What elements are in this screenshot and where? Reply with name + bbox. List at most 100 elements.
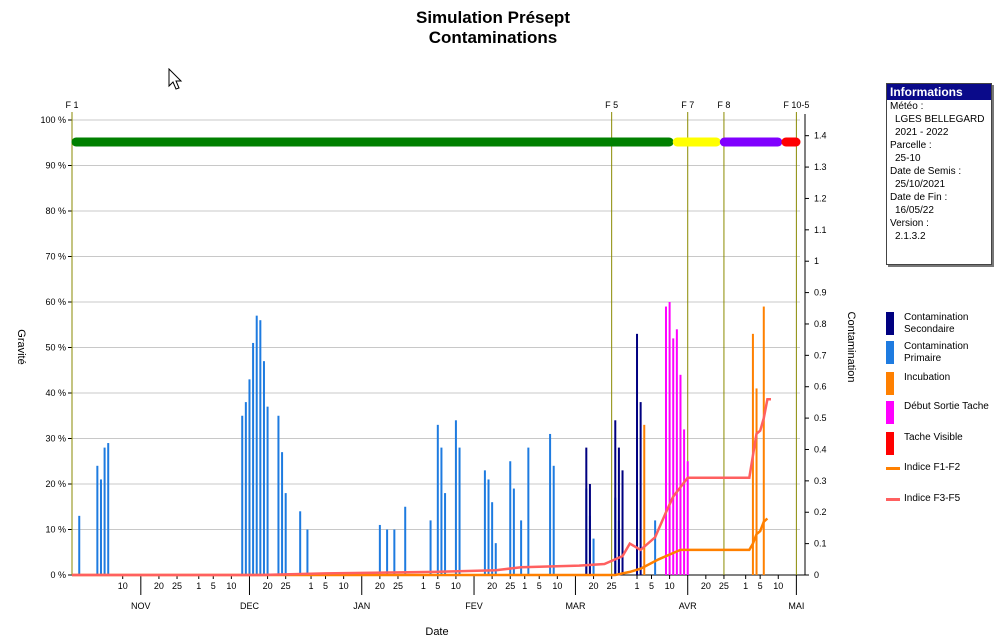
y2-tick-label: 0.7 <box>814 350 827 360</box>
bar <box>78 515 81 575</box>
legend-swatch <box>886 312 894 335</box>
y2-tick-label: 0.1 <box>814 539 827 549</box>
bar <box>266 406 269 575</box>
info-rows: Météo : LGES BELLEGARD 2021 - 2022 Parcelle… <box>887 100 991 243</box>
bar <box>592 538 595 575</box>
month-label: JAN <box>353 601 370 611</box>
bar <box>639 402 642 575</box>
y-axis-title: Gravité <box>15 329 27 364</box>
legend-label: Début Sortie Tache <box>904 401 989 412</box>
y-tick-label: 70 % <box>45 252 66 262</box>
month-label: NOV <box>131 601 151 611</box>
legend-label: Incubation <box>904 372 951 383</box>
index-line <box>72 517 769 577</box>
bar <box>458 447 461 575</box>
legend-swatch <box>886 467 900 470</box>
bar <box>259 320 262 575</box>
x-tick-label: 1 <box>743 581 748 591</box>
bar <box>277 415 280 575</box>
bar <box>636 333 639 575</box>
y2-tick-label: 1.1 <box>814 225 827 235</box>
bar <box>664 306 667 575</box>
x-tick-label: 20 <box>589 581 599 591</box>
y2-tick-label: 1 <box>814 256 819 266</box>
legend-label: Contamination Secondaire <box>904 312 969 335</box>
info-value: 2.1.3.2 <box>895 231 926 242</box>
bar <box>248 379 251 575</box>
legend-label: Contamination Primaire <box>904 341 969 364</box>
bar <box>672 338 675 575</box>
x-tick-label: 5 <box>323 581 328 591</box>
month-label: DEC <box>240 601 260 611</box>
stage-label: F 10-5 <box>783 100 809 110</box>
y2-tick-label: 0 <box>814 570 819 580</box>
legend-swatch <box>886 372 894 395</box>
x-axis-title: Date <box>425 626 448 636</box>
y-tick-label: 90 % <box>45 161 66 171</box>
bar <box>494 543 497 575</box>
x-tick-label: 1 <box>196 581 201 591</box>
stage-label: F 7 <box>681 100 694 110</box>
info-value: 16/05/22 <box>895 205 934 216</box>
bar <box>436 424 439 575</box>
y2-tick-label: 1.3 <box>814 162 827 172</box>
x-tick-label: 10 <box>226 581 236 591</box>
y-tick-label: 30 % <box>45 434 66 444</box>
bar <box>244 402 247 575</box>
chart-title-line1: Simulation Présept <box>416 8 570 27</box>
x-tick-label: 1 <box>309 581 314 591</box>
x-tick-label: 25 <box>505 581 515 591</box>
bar <box>491 502 494 575</box>
bar <box>107 443 110 575</box>
legend-label: Tache Visible <box>904 432 963 443</box>
x-tick-label: 25 <box>281 581 291 591</box>
legend-swatch <box>886 341 894 364</box>
bar <box>483 470 486 575</box>
bar <box>393 529 396 575</box>
bar <box>512 488 515 575</box>
bar <box>527 447 530 575</box>
bar <box>440 447 443 575</box>
month-label: AVR <box>679 601 697 611</box>
x-tick-label: 10 <box>773 581 783 591</box>
month-label: FEV <box>465 601 483 611</box>
x-tick-label: 25 <box>172 581 182 591</box>
x-tick-label: 25 <box>393 581 403 591</box>
info-label: Version : <box>890 218 929 229</box>
bar <box>404 506 407 575</box>
x-tick-label: 20 <box>375 581 385 591</box>
y2-tick-label: 0.9 <box>814 288 827 298</box>
bar <box>585 447 588 575</box>
bar <box>588 484 591 575</box>
y-tick-label: 40 % <box>45 388 66 398</box>
x-tick-label: 10 <box>118 581 128 591</box>
y2-tick-label: 0.4 <box>814 444 827 454</box>
bar <box>654 520 657 575</box>
bar <box>762 306 765 575</box>
legend-swatch <box>886 498 900 501</box>
month-label: MAI <box>788 601 804 611</box>
x-tick-label: 25 <box>607 581 617 591</box>
bar <box>520 520 523 575</box>
x-tick-label: 1 <box>421 581 426 591</box>
index-line <box>72 398 771 577</box>
bar <box>281 452 284 575</box>
info-value: 25/10/2021 <box>895 179 946 190</box>
y-tick-label: 60 % <box>45 297 66 307</box>
chart-title-line2: Contaminations <box>428 28 558 47</box>
legend-label: Indice F1-F2 <box>904 462 961 473</box>
y2-tick-label: 0.6 <box>814 382 827 392</box>
info-panel: Informations Météo : LGES BELLEGARD 2021 -… <box>886 83 992 265</box>
x-tick-label: 1 <box>635 581 640 591</box>
bar <box>306 529 309 575</box>
x-tick-label: 10 <box>665 581 675 591</box>
bar <box>241 415 244 575</box>
x-tick-label: 25 <box>719 581 729 591</box>
bar <box>378 524 381 575</box>
stage-label: F 1 <box>65 100 78 110</box>
bar <box>614 420 617 575</box>
bar <box>683 429 686 575</box>
y-tick-label: 100 % <box>40 115 66 125</box>
info-label: Météo : <box>890 101 924 112</box>
info-value: LGES BELLEGARD <box>895 114 985 125</box>
